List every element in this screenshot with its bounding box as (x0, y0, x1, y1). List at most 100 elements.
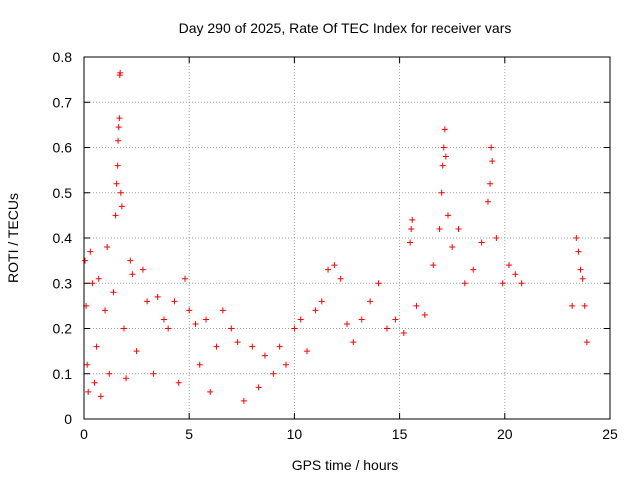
data-point (318, 298, 325, 305)
y-tick-label: 0.5 (53, 185, 73, 201)
data-point (449, 244, 456, 251)
data-point (409, 216, 416, 223)
data-point (358, 316, 365, 323)
data-point (95, 275, 102, 282)
data-point (171, 298, 178, 305)
data-point (112, 212, 119, 219)
data-point (175, 379, 182, 386)
data-point (350, 339, 357, 346)
data-point (87, 248, 94, 255)
data-point (439, 162, 446, 169)
data-point (85, 388, 92, 395)
x-axis-label: GPS time / hours (292, 457, 399, 473)
y-tick-label: 0.6 (53, 140, 73, 156)
data-point (489, 158, 496, 165)
data-point (139, 266, 146, 273)
data-point (93, 343, 100, 350)
y-tick-label: 0.4 (53, 230, 73, 246)
data-point (413, 302, 420, 309)
data-point (150, 370, 157, 377)
data-point (91, 379, 98, 386)
data-point (488, 144, 495, 151)
data-point (203, 316, 210, 323)
data-point (240, 397, 247, 404)
y-axis-label: ROTI / TECUs (5, 193, 21, 283)
data-point (470, 266, 477, 273)
data-point (438, 189, 445, 196)
data-point (234, 339, 241, 346)
data-point (407, 239, 414, 246)
data-point (430, 262, 437, 269)
data-point (493, 235, 500, 241)
data-point (478, 239, 485, 246)
data-points (82, 69, 590, 404)
data-point (133, 348, 140, 355)
data-point (575, 248, 582, 255)
x-tick-label: 10 (287, 426, 303, 442)
data-point (186, 307, 193, 314)
data-point (213, 343, 220, 350)
data-point (581, 302, 588, 309)
data-point (441, 126, 448, 133)
data-point (129, 271, 136, 278)
data-point (181, 275, 188, 282)
y-tick-label: 0.7 (53, 94, 73, 110)
data-point (144, 298, 151, 305)
data-point (120, 325, 127, 332)
data-point (444, 212, 451, 219)
data-point (512, 271, 519, 278)
data-point (154, 293, 161, 300)
grid-lines (84, 57, 610, 419)
data-point (375, 280, 382, 287)
data-point (312, 307, 319, 314)
data-point (573, 235, 580, 241)
data-point (484, 198, 491, 205)
data-point (487, 180, 494, 187)
x-tick-label: 15 (392, 426, 408, 442)
y-axis-ticks: 0 0.1 0.2 0.3 0.4 0.5 0.6 0.7 0.8 (53, 49, 610, 427)
data-point (127, 257, 134, 264)
data-point (297, 316, 304, 323)
data-point (383, 325, 390, 332)
data-point (249, 343, 256, 350)
data-point (436, 225, 443, 232)
data-point (219, 307, 226, 314)
data-point (228, 325, 235, 332)
data-point (440, 144, 447, 151)
data-point (117, 69, 124, 76)
data-point (117, 189, 124, 196)
data-point (97, 393, 104, 400)
data-point (442, 153, 449, 160)
data-point (165, 325, 172, 332)
data-point (106, 370, 113, 377)
data-point (270, 370, 277, 377)
data-point (115, 124, 122, 131)
data-point (102, 307, 109, 314)
data-point (255, 384, 262, 391)
data-point (104, 244, 111, 251)
data-point (461, 280, 468, 287)
data-point (331, 262, 338, 269)
data-point (84, 361, 91, 368)
data-point (455, 225, 462, 232)
data-point (196, 361, 203, 368)
data-point (337, 275, 344, 282)
data-point (579, 275, 586, 282)
data-point (408, 225, 415, 232)
data-point (192, 320, 199, 327)
x-tick-label: 25 (602, 426, 618, 442)
y-tick-label: 0.8 (53, 49, 73, 65)
data-point (276, 343, 283, 350)
data-point (392, 316, 399, 323)
data-point (116, 115, 123, 122)
x-tick-label: 5 (185, 426, 193, 442)
data-point (115, 137, 122, 144)
y-tick-label: 0.3 (53, 275, 73, 291)
data-point (291, 325, 298, 332)
y-tick-label: 0.1 (53, 366, 73, 382)
data-point (569, 302, 576, 309)
data-point (89, 280, 96, 287)
data-point (400, 330, 407, 337)
data-point (160, 316, 167, 323)
